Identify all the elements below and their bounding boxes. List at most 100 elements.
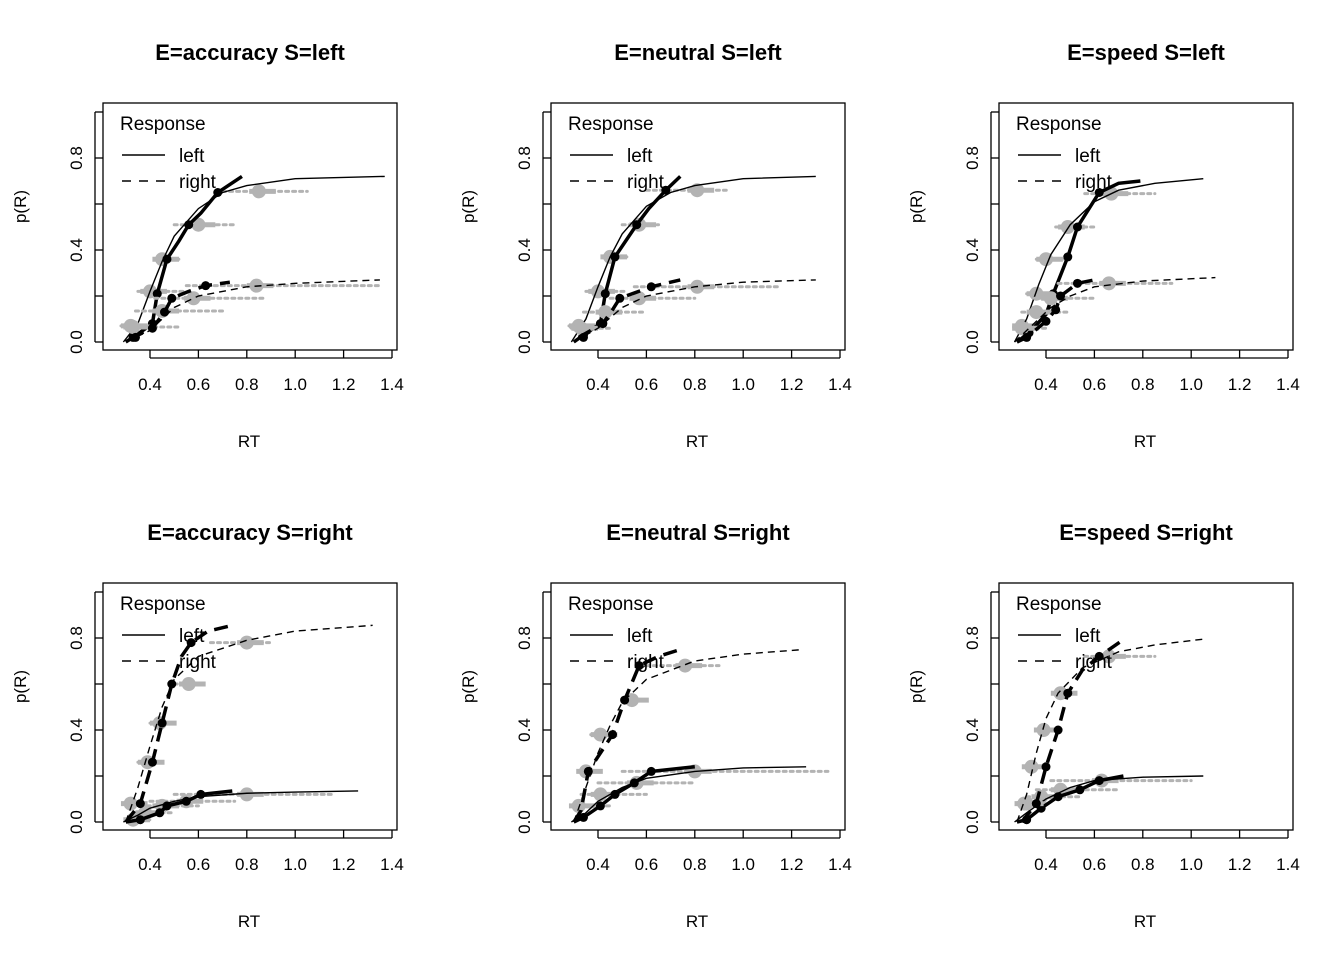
y-tick-label: 0.8 bbox=[963, 626, 982, 650]
legend-label: right bbox=[1075, 172, 1113, 193]
predicted-point bbox=[126, 320, 141, 335]
data-quantile-point bbox=[157, 718, 167, 728]
x-tick-label: 0.8 bbox=[235, 855, 259, 874]
data-quantile-point bbox=[1041, 762, 1051, 772]
panel-title: E=neutral S=right bbox=[606, 520, 790, 545]
data-quantile-point bbox=[610, 252, 620, 262]
data-quantile-point bbox=[201, 281, 211, 291]
legend-label: left bbox=[627, 146, 653, 167]
y-tick-label: 0.8 bbox=[515, 626, 534, 650]
panel-title: E=accuracy S=right bbox=[147, 520, 353, 545]
data-curve-left bbox=[124, 174, 243, 344]
predicted-point bbox=[678, 658, 693, 673]
legend: Response left right bbox=[568, 114, 665, 193]
legend-title: Response bbox=[120, 594, 206, 615]
data-quantile-point bbox=[610, 789, 620, 799]
y-tick-label: 0.0 bbox=[963, 330, 982, 354]
legend-label: right bbox=[179, 652, 217, 673]
data-quantile-point bbox=[1094, 776, 1104, 786]
predicted-point bbox=[1043, 291, 1058, 306]
panel: E=neutral S=right 0.4 0.6 0.8 1.0 1.2 1.4 0.0 0.… bbox=[459, 520, 852, 931]
y-tick-label: 0.8 bbox=[67, 626, 86, 650]
x-axis-label: RT bbox=[1134, 432, 1156, 451]
plot-area bbox=[119, 174, 385, 344]
data-quantile-point bbox=[167, 293, 177, 303]
data-quantile-point bbox=[615, 293, 625, 303]
panel-title: E=speed S=right bbox=[1059, 520, 1233, 545]
series-right bbox=[123, 278, 382, 343]
series-left bbox=[1012, 178, 1204, 344]
plot-box bbox=[550, 102, 846, 351]
data-quantile-point bbox=[186, 638, 196, 648]
predicted-point bbox=[251, 184, 266, 199]
predicted-point bbox=[1019, 796, 1034, 811]
x-tick-label: 1.0 bbox=[731, 375, 755, 394]
y-tick-label: 0.4 bbox=[515, 718, 534, 742]
model-curve-left bbox=[570, 175, 816, 343]
data-quantile-point bbox=[600, 289, 610, 299]
y-tick-label: 0.4 bbox=[515, 238, 534, 262]
model-curve-left bbox=[1013, 178, 1204, 343]
data-quantile-point bbox=[578, 812, 588, 822]
predicted-point bbox=[1101, 276, 1116, 291]
legend-label: left bbox=[1075, 626, 1101, 647]
x-tick-label: 1.4 bbox=[380, 855, 404, 874]
data-quantile-point bbox=[213, 188, 223, 197]
legend-label: right bbox=[627, 172, 665, 193]
y-axis-label: p(R) bbox=[459, 190, 478, 223]
data-quantile-point bbox=[1072, 222, 1082, 232]
plot-box bbox=[998, 102, 1294, 351]
plot-box bbox=[102, 102, 398, 351]
x-tick-label: 1.2 bbox=[332, 855, 356, 874]
predicted-point bbox=[690, 183, 705, 198]
y-tick-label: 0.8 bbox=[515, 146, 534, 170]
x-tick-label: 1.0 bbox=[283, 375, 307, 394]
x-tick-label: 0.4 bbox=[586, 855, 610, 874]
predicted-point bbox=[123, 796, 138, 811]
y-axis-label: p(R) bbox=[11, 670, 30, 703]
x-tick-label: 1.0 bbox=[1179, 855, 1203, 874]
data-quantile-point bbox=[167, 679, 177, 689]
model-curve-right bbox=[1014, 276, 1216, 343]
data-quantile-point bbox=[162, 801, 172, 811]
predicted-point bbox=[593, 727, 608, 742]
panel: E=accuracy S=right 0.4 0.6 0.8 1.0 1.2 1.4 0.0 0… bbox=[11, 520, 404, 931]
x-tick-label: 1.2 bbox=[780, 855, 804, 874]
data-quantile-point bbox=[583, 766, 593, 776]
y-tick-label: 0.0 bbox=[963, 810, 982, 834]
plot-box bbox=[102, 582, 398, 831]
x-tick-label: 1.4 bbox=[828, 855, 852, 874]
x-tick-label: 1.4 bbox=[1276, 855, 1300, 874]
data-quantile-point bbox=[578, 332, 588, 342]
model-curve-right bbox=[125, 624, 373, 823]
x-tick-label: 0.6 bbox=[1083, 375, 1107, 394]
predicted-point bbox=[239, 635, 254, 650]
data-quantile-point bbox=[598, 319, 608, 329]
x-tick-label: 1.2 bbox=[1228, 375, 1252, 394]
model-curve-right bbox=[573, 279, 816, 343]
y-axis-label: p(R) bbox=[907, 190, 926, 223]
legend: Response left right bbox=[1016, 114, 1113, 193]
y-tick-label: 0.8 bbox=[67, 146, 86, 170]
x-tick-label: 1.2 bbox=[332, 375, 356, 394]
x-tick-label: 0.6 bbox=[187, 855, 211, 874]
panel: E=speed S=left 0.4 0.6 0.8 1.0 1.2 1.4 0.0 0.4 0.… bbox=[907, 40, 1300, 451]
x-tick-label: 1.2 bbox=[780, 375, 804, 394]
predicted-point bbox=[571, 798, 586, 813]
data-quantile-point bbox=[1053, 792, 1063, 802]
data-quantile-point bbox=[147, 757, 157, 767]
y-axis-label: p(R) bbox=[459, 670, 478, 703]
x-axis-label: RT bbox=[686, 432, 708, 451]
data-curve-left bbox=[572, 175, 682, 344]
y-tick-label: 0.8 bbox=[963, 146, 982, 170]
data-quantile-point bbox=[1075, 785, 1085, 795]
data-quantile-point bbox=[135, 815, 145, 825]
plot-box bbox=[550, 582, 846, 831]
panel-title: E=neutral S=left bbox=[614, 40, 782, 65]
data-quantile-point bbox=[1056, 291, 1066, 301]
data-quantile-point bbox=[181, 796, 191, 806]
panel: E=accuracy S=left 0.4 0.6 0.8 1.0 1.2 1.4 0.0 0.… bbox=[11, 40, 404, 451]
y-axis-label: p(R) bbox=[11, 190, 30, 223]
series-left bbox=[568, 764, 830, 824]
